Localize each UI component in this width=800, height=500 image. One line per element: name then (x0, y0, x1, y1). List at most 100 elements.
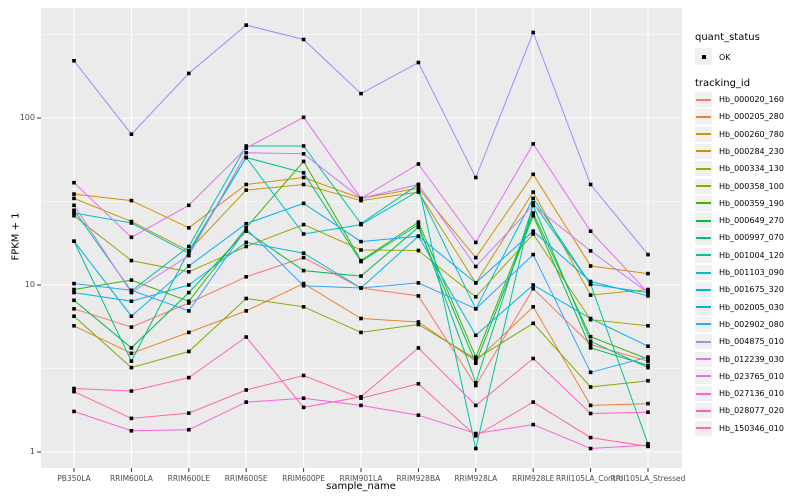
series-color-swatch (695, 368, 712, 384)
data-point-Hb_004875_010 (72, 59, 76, 63)
data-point-Hb_001004_120 (531, 201, 535, 205)
data-point-Hb_028077_020 (474, 403, 478, 408)
data-point-Hb_000205_280 (244, 309, 248, 313)
data-point-Hb_004875_010 (187, 71, 191, 76)
data-point-Hb_027136_010 (72, 409, 76, 414)
data-point-Hb_023765_010 (244, 146, 248, 150)
data-point-Hb_023765_010 (416, 162, 421, 166)
legend-item-label: Hb_023765_010 (719, 371, 784, 381)
data-point-Hb_000358_100 (474, 357, 478, 361)
data-point-Hb_000205_280 (129, 351, 134, 356)
data-point-Hb_000997_070 (129, 359, 134, 363)
data-point-Hb_000260_780 (531, 172, 535, 177)
data-point-Hb_000020_160 (588, 342, 593, 347)
series-line-icon (696, 150, 711, 153)
series-color-swatch (695, 420, 712, 436)
x-tick-label: RRIM600PE (282, 474, 325, 483)
series-color-swatch (695, 386, 712, 402)
data-point-Hb_002902_080 (588, 370, 593, 375)
series-line-icon (696, 306, 711, 309)
legend-item-label: Hb_000260_780 (719, 129, 784, 139)
data-point-Hb_004875_010 (301, 37, 306, 42)
legend-item-label: Hb_001675_320 (719, 285, 784, 295)
data-point-Hb_001103_090 (129, 221, 134, 225)
data-point-Hb_000997_070 (359, 259, 363, 264)
data-point-Hb_000334_130 (187, 270, 191, 274)
data-point-Hb_004875_010 (359, 91, 363, 96)
data-point-Hb_000260_780 (129, 198, 134, 203)
data-point-Hb_012239_030 (187, 253, 191, 258)
data-point-Hb_002005_030 (129, 314, 134, 318)
data-point-Hb_001103_090 (72, 211, 76, 215)
data-point-Hb_150346_010 (359, 396, 363, 400)
series-color-swatch (695, 334, 712, 350)
series-color-swatch (695, 351, 712, 367)
data-point-Hb_000334_130 (129, 258, 134, 263)
data-point-Hb_150346_010 (531, 400, 535, 404)
data-point-Hb_001103_090 (359, 222, 363, 227)
legend-item-label: Hb_001004_120 (719, 250, 784, 260)
series-color-swatch (695, 143, 712, 159)
data-point-Hb_000020_160 (416, 294, 421, 298)
legend-item-label: Hb_002902_080 (719, 319, 784, 329)
series-color-swatch (695, 213, 712, 229)
data-point-Hb_000020_160 (474, 383, 478, 388)
series-color-swatch (695, 126, 712, 142)
data-point-Hb_027136_010 (301, 396, 306, 400)
data-point-Hb_001004_120 (187, 244, 191, 249)
series-line-icon (696, 98, 711, 101)
data-point-Hb_001675_320 (646, 344, 650, 348)
data-point-Hb_000358_100 (531, 321, 535, 326)
data-point-Hb_150346_010 (588, 435, 593, 440)
data-point-Hb_023765_010 (359, 196, 363, 201)
legend-item-label: Hb_000205_280 (719, 112, 784, 122)
data-point-Hb_002902_080 (244, 227, 248, 231)
data-point-Hb_000205_280 (646, 401, 650, 406)
data-point-Hb_023765_010 (301, 115, 306, 120)
legend-item-label: Hb_000020_160 (719, 95, 784, 104)
data-point-Hb_000260_780 (474, 255, 478, 260)
data-point-Hb_001675_320 (588, 316, 593, 321)
data-point-Hb_000649_270 (301, 268, 306, 273)
series-line-icon (696, 236, 711, 239)
data-point-Hb_012239_030 (72, 203, 76, 208)
x-tick-label: RRIM901LA (339, 474, 383, 483)
series-line-icon (696, 323, 711, 326)
data-point-Hb_000020_160 (129, 325, 134, 329)
data-point-Hb_002902_080 (416, 281, 421, 285)
data-point-Hb_000997_070 (588, 339, 593, 344)
data-point-Hb_002005_030 (359, 239, 363, 244)
data-point-Hb_004875_010 (474, 175, 478, 180)
data-point-Hb_012239_030 (416, 182, 421, 187)
data-point-Hb_000649_270 (187, 290, 191, 295)
x-tick-label: RRIM600LE (167, 474, 210, 483)
legend-item-ok-label: OK (719, 53, 731, 62)
data-point-Hb_028077_020 (244, 335, 248, 339)
data-point-Hb_028077_020 (531, 356, 535, 361)
data-point-Hb_000334_130 (244, 244, 248, 249)
x-axis-title: sample_name (326, 481, 396, 492)
data-point-Hb_000649_270 (531, 213, 535, 218)
legend-item-label: Hb_000358_100 (719, 181, 784, 191)
data-point-Hb_004875_010 (531, 30, 535, 35)
ok-point-swatch (695, 48, 712, 65)
series-color-swatch (695, 178, 712, 194)
data-point-Hb_000358_100 (359, 330, 363, 335)
data-point-Hb_012239_030 (588, 249, 593, 253)
data-point-Hb_001103_090 (244, 155, 248, 160)
data-point-Hb_000359_190 (588, 334, 593, 339)
series-line-icon (696, 409, 711, 412)
data-point-Hb_000358_100 (646, 379, 650, 383)
data-point-Hb_027136_010 (187, 427, 191, 432)
data-point-Hb_002005_030 (244, 221, 248, 226)
data-point-Hb_000358_100 (416, 322, 421, 327)
x-tick-label: RRIM928BA (396, 474, 441, 483)
data-point-Hb_004875_010 (646, 252, 650, 257)
data-point-Hb_028077_020 (187, 375, 191, 380)
data-point-Hb_001004_120 (244, 144, 248, 148)
data-point-Hb_023765_010 (72, 180, 76, 185)
data-point-Hb_000205_280 (474, 359, 478, 363)
data-point-Hb_000334_130 (474, 295, 478, 299)
data-point-Hb_000359_190 (416, 220, 421, 224)
data-point-Hb_023765_010 (646, 290, 650, 295)
